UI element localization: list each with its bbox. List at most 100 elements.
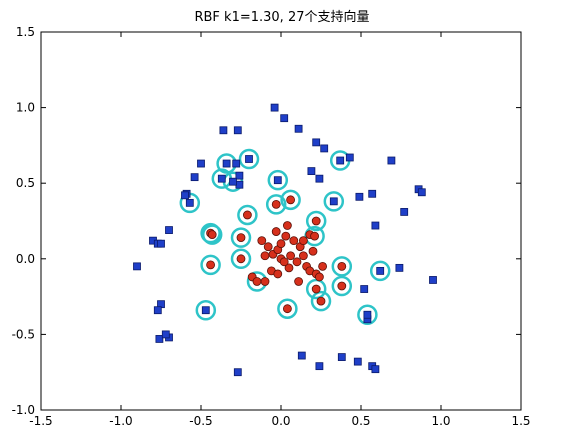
support-vector-circle — [242, 210, 252, 220]
data-point-square — [400, 208, 409, 216]
data-point-square — [312, 138, 321, 147]
support-vector-square — [376, 266, 385, 275]
support-vector-circle — [282, 304, 292, 314]
support-vector-circle — [206, 260, 216, 270]
support-vector-ring — [201, 224, 223, 245]
data-point-square — [181, 191, 189, 200]
data-point-square — [345, 153, 354, 162]
data-point-square — [219, 126, 228, 135]
support-vector-square — [185, 198, 194, 207]
data-point-circle — [308, 246, 318, 256]
data-point-circle — [298, 251, 308, 261]
x-tick-label: -0.5 — [189, 414, 212, 428]
x-tick-label: -1.0 — [109, 414, 132, 428]
data-point-square — [232, 159, 241, 168]
support-vector-circle — [252, 277, 262, 286]
support-vector-circle — [271, 199, 281, 209]
support-vector-ring — [200, 222, 221, 244]
data-point-square — [270, 103, 279, 112]
support-vector-ring — [238, 148, 260, 170]
data-point-square — [233, 368, 242, 377]
data-point-square — [153, 306, 162, 315]
support-vector-ring — [230, 248, 252, 270]
support-vector-markers — [185, 155, 385, 319]
data-point-circle — [318, 261, 328, 271]
data-point-circle — [286, 251, 296, 261]
support-vector-circle — [311, 284, 321, 294]
support-vector-square — [217, 174, 226, 183]
data-point-circle — [284, 263, 294, 273]
support-vector-ring — [331, 256, 353, 277]
support-vector-ring — [230, 227, 252, 248]
support-vector-square — [222, 159, 231, 168]
support-vector-square — [229, 177, 237, 186]
data-point-square — [360, 285, 369, 293]
support-vector-ring — [357, 304, 378, 325]
data-point-circle — [271, 227, 281, 236]
data-point-square — [353, 357, 362, 366]
support-vector-rings — [179, 148, 391, 325]
axis-ticks — [40, 31, 522, 411]
y-tick-label: 1.5 — [16, 25, 35, 39]
support-vector-square — [363, 310, 372, 319]
data-point-square — [155, 335, 164, 343]
data-point-circle — [289, 236, 299, 246]
data-point-square — [233, 126, 242, 135]
data-point-circle — [276, 239, 286, 249]
y-tick-label: 0.0 — [16, 252, 35, 266]
data-point-square — [315, 362, 324, 371]
data-point-circle — [294, 277, 304, 286]
support-vector-circle — [236, 233, 246, 243]
support-vector-circle — [286, 195, 296, 205]
x-tick-label: 1.5 — [511, 414, 530, 428]
support-vector-ring — [323, 191, 345, 212]
support-vector-ring — [331, 275, 353, 297]
support-vector-circle — [310, 231, 320, 241]
data-point-square — [157, 239, 165, 248]
support-vector-square — [245, 155, 253, 163]
support-vector-ring — [277, 298, 298, 319]
support-vector-circle — [337, 261, 347, 271]
plot-area — [40, 31, 522, 411]
data-point-square — [235, 171, 244, 180]
data-point-square — [371, 221, 380, 230]
support-vector-circle — [311, 216, 321, 226]
x-tick-label: 0.5 — [351, 414, 370, 428]
data-point-square — [315, 174, 324, 183]
support-vector-circle — [207, 230, 217, 240]
data-point-circle — [260, 277, 270, 286]
data-point-square — [294, 124, 303, 133]
support-vector-circle — [236, 254, 246, 264]
support-vector-ring — [310, 290, 332, 312]
support-vector-square — [201, 306, 210, 315]
support-vector-ring — [304, 225, 325, 247]
y-tick-label: 0.5 — [16, 176, 35, 190]
support-vector-ring — [305, 210, 327, 232]
y-tick-label: 1.0 — [16, 101, 35, 115]
data-point-square — [320, 144, 329, 153]
data-point-square — [307, 167, 316, 176]
data-point-square — [355, 192, 364, 201]
data-point-square — [235, 180, 244, 189]
support-vector-square — [273, 176, 282, 185]
data-point-circle — [298, 236, 308, 246]
data-point-circle — [279, 257, 289, 267]
data-point-square — [417, 188, 426, 197]
data-point-circle — [292, 257, 302, 267]
data-point-square — [368, 189, 377, 198]
data-point-circle — [314, 272, 324, 282]
data-point-circle — [257, 236, 267, 246]
support-vector-ring — [369, 260, 391, 282]
data-point-square — [337, 353, 346, 361]
data-point-square — [161, 330, 170, 339]
y-tick-label: -1.0 — [12, 403, 35, 417]
x-tick-label: 1.0 — [431, 414, 450, 428]
data-point-square — [371, 365, 380, 374]
data-point-square — [197, 159, 205, 168]
data-point-square — [280, 114, 289, 123]
support-vector-circle — [316, 296, 326, 306]
data-point-square — [387, 156, 396, 165]
data-point-square — [190, 173, 199, 182]
y-tick-label: -0.5 — [12, 327, 35, 341]
